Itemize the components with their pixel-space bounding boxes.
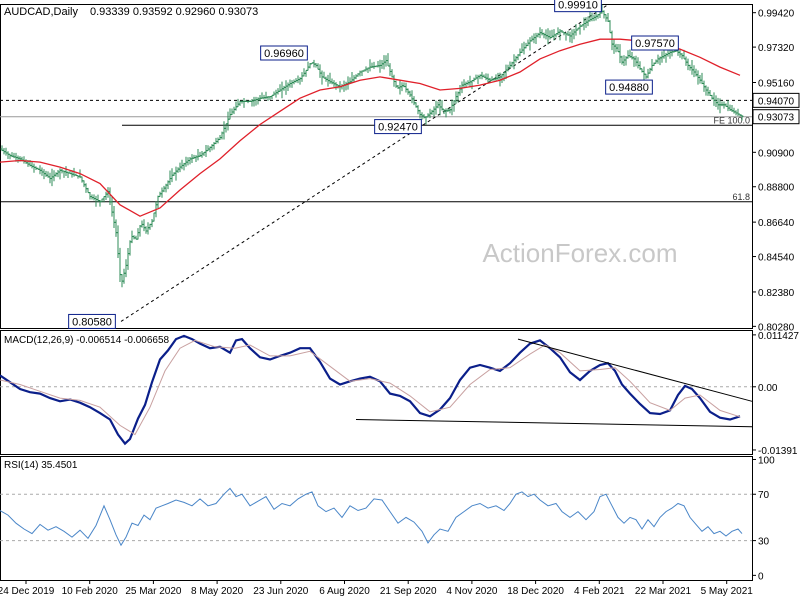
rsi-y-tick-label: 30 [758,537,770,548]
panel-frame-3 [0,456,753,581]
watermark: ActionForex.com [482,238,677,268]
price-annotation-label: 0.80580 [72,316,112,328]
rsi-y-tick-label: 70 [758,490,770,501]
macd-title: MACD(12,26,9) -0.006514 -0.006658 [4,335,170,346]
level-label: 61.8 [732,192,750,202]
macd-y-tick-label: 0.011427 [758,331,799,342]
price-y-tick-label: 0.82380 [758,288,795,299]
price-annotation: 0.96960 [260,45,308,61]
price-annotation-box [605,79,653,95]
price-annotation: 0.94880 [605,79,653,95]
price-annotation-label: 0.96960 [264,48,304,60]
rsi-line [0,487,743,547]
price-y-tick-label: 0.80280 [758,322,795,333]
price-tag-box [752,92,800,108]
rsi-y-tick-label: 0 [758,571,764,582]
price-annotation-label: 0.97570 [635,38,675,50]
price-y-tick-label: 0.84540 [758,253,795,264]
x-tick-label: 21 Sep 2020 [380,586,437,597]
x-tick-label: 8 May 2020 [191,586,244,597]
price-tag-label: 0.93073 [758,113,795,124]
price-y-tick-label: 0.86640 [758,218,795,229]
x-tick-label: 6 Aug 2020 [319,586,370,597]
price-y-tick-label: 0.97320 [758,43,795,54]
macd-main-line [0,334,741,446]
ohlc-values: 0.93339 0.93592 0.92960 0.93073 [90,6,258,18]
x-tick-label: 24 Dec 2019 [0,586,55,597]
price-annotation: 0.99910 [554,0,602,13]
x-tick-label: 18 Dec 2020 [507,586,564,597]
price-annotation-box [260,45,308,61]
level-label: FE 100.0 [713,115,750,125]
price-tag-label: 0.94070 [758,96,795,107]
x-tick-label: 25 Mar 2020 [125,586,182,597]
price-annotation-label: 0.99910 [558,0,598,12]
price-bar [740,114,744,121]
price-annotation-box [631,35,679,51]
macd-trendline [517,338,753,402]
price-annotation: 0.80580 [68,313,116,329]
rsi-title: RSI(14) 35.4501 [4,460,78,471]
chart-title: AUDCAD,Daily [4,6,78,18]
price-annotation-box [554,0,602,13]
panel-frame-1 [0,4,753,329]
x-tick-label: 4 Feb 2021 [574,586,625,597]
price-y-tick-label: 0.99420 [758,9,795,20]
price-trendline [120,4,609,322]
price-annotation: 0.92470 [374,119,422,135]
x-tick-label: 4 Nov 2020 [446,586,498,597]
x-tick-label: 23 Jun 2020 [253,586,308,597]
x-tick-label: 5 May 2021 [701,586,754,597]
price-annotation-box [68,313,116,329]
price-annotation-label: 0.92470 [378,122,418,134]
macd-trendline [355,418,753,428]
price-annotation: 0.97570 [631,35,679,51]
macd-y-tick-label: -0.01391 [758,446,798,457]
price-annotation-box [374,119,422,135]
price-y-tick-label: 0.90900 [758,148,795,159]
panel-frame-2 [0,330,753,455]
macd-signal-line [0,339,741,436]
price-annotation-label: 0.94880 [609,82,649,94]
macd-y-tick-label: 0.00 [758,383,778,394]
price-y-tick-label: 0.95160 [758,79,795,90]
x-tick-label: 10 Feb 2020 [62,586,119,597]
price-y-tick-label: 0.88800 [758,183,795,194]
x-tick-label: 22 Mar 2021 [635,586,692,597]
price-tag-box [752,109,800,125]
moving-average-line [0,38,741,217]
rsi-y-tick-label: 100 [758,455,775,466]
